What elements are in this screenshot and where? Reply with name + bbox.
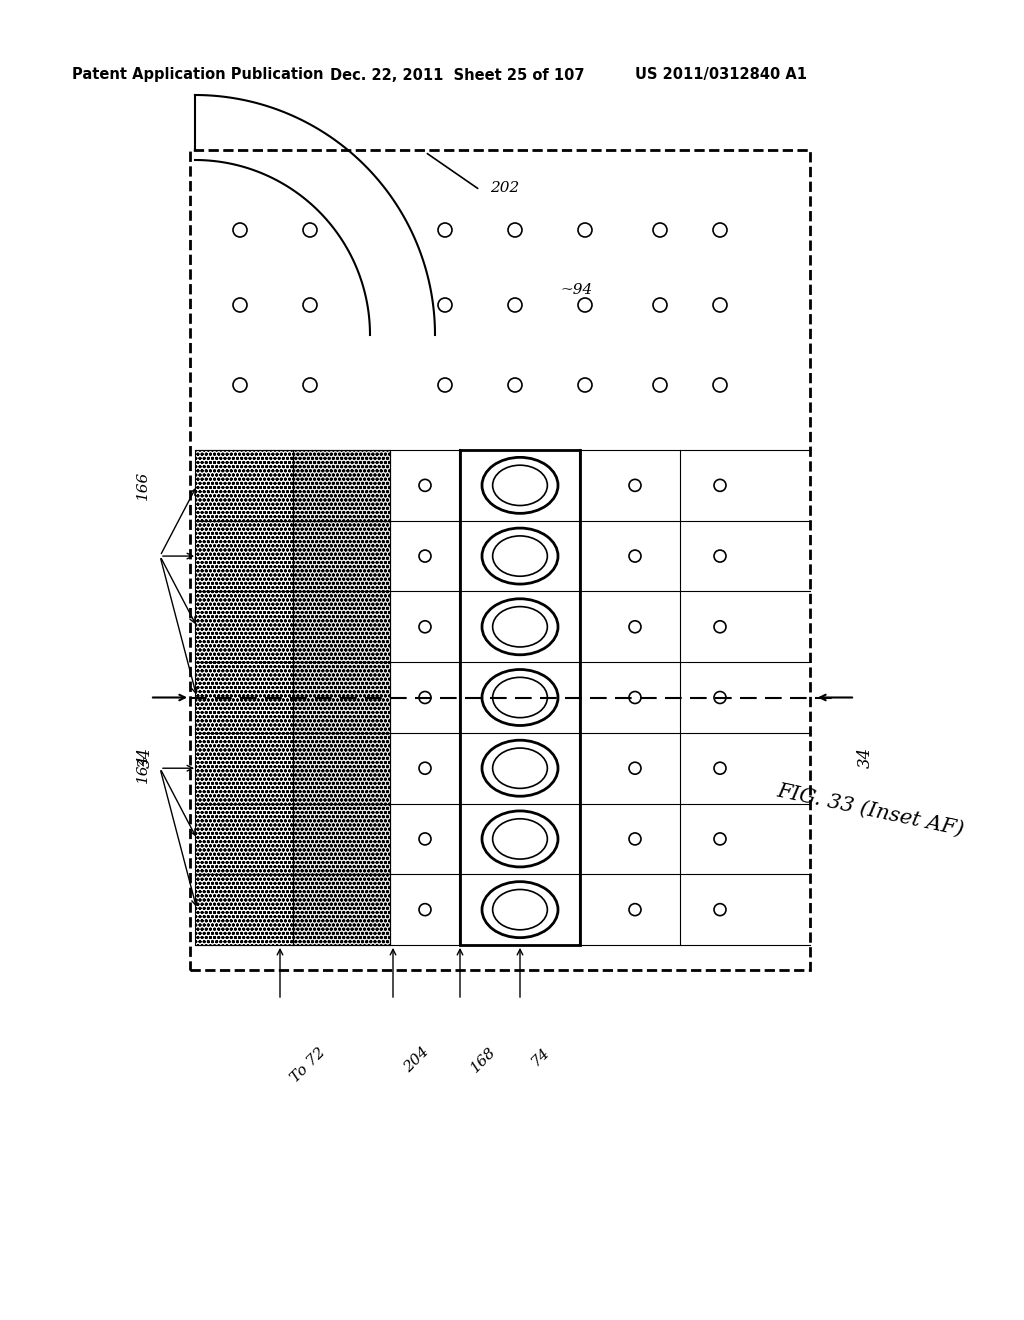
Bar [195, 663, 293, 733]
Ellipse shape [482, 741, 558, 796]
Bar [195, 450, 293, 520]
Bar [293, 450, 390, 520]
Ellipse shape [482, 599, 558, 655]
Ellipse shape [493, 607, 548, 647]
Text: 204: 204 [401, 1045, 431, 1076]
Text: 168: 168 [468, 1045, 499, 1076]
Ellipse shape [493, 890, 548, 929]
Text: 166: 166 [136, 471, 150, 500]
Ellipse shape [493, 465, 548, 506]
Text: US 2011/0312840 A1: US 2011/0312840 A1 [635, 67, 807, 82]
Ellipse shape [482, 528, 558, 583]
Bar [195, 591, 293, 663]
Ellipse shape [493, 748, 548, 788]
Ellipse shape [493, 677, 548, 718]
Text: To 72: To 72 [288, 1045, 328, 1085]
Bar [195, 520, 293, 591]
Ellipse shape [482, 882, 558, 937]
Bar [293, 874, 390, 945]
Ellipse shape [493, 536, 548, 577]
Text: 34: 34 [856, 747, 873, 768]
Text: Dec. 22, 2011  Sheet 25 of 107: Dec. 22, 2011 Sheet 25 of 107 [330, 67, 585, 82]
Text: ~94: ~94 [560, 282, 592, 297]
Bar [190, 150, 810, 970]
Bar [293, 804, 390, 874]
Bar [195, 804, 293, 874]
Bar [460, 450, 580, 945]
Text: 74: 74 [528, 1045, 552, 1069]
Text: Patent Application Publication: Patent Application Publication [72, 67, 324, 82]
Ellipse shape [493, 818, 548, 859]
Bar [195, 874, 293, 945]
Text: 34: 34 [136, 747, 154, 768]
Ellipse shape [482, 457, 558, 513]
Ellipse shape [482, 669, 558, 726]
Bar [195, 733, 293, 804]
Bar [293, 520, 390, 591]
Text: FIG. 33 (Inset AF): FIG. 33 (Inset AF) [775, 781, 966, 840]
Text: 164: 164 [136, 754, 150, 783]
Bar [293, 663, 390, 733]
Ellipse shape [482, 810, 558, 867]
Bar [194, 154, 806, 450]
Bar [293, 733, 390, 804]
Bar [293, 591, 390, 663]
Text: 202: 202 [490, 181, 519, 195]
